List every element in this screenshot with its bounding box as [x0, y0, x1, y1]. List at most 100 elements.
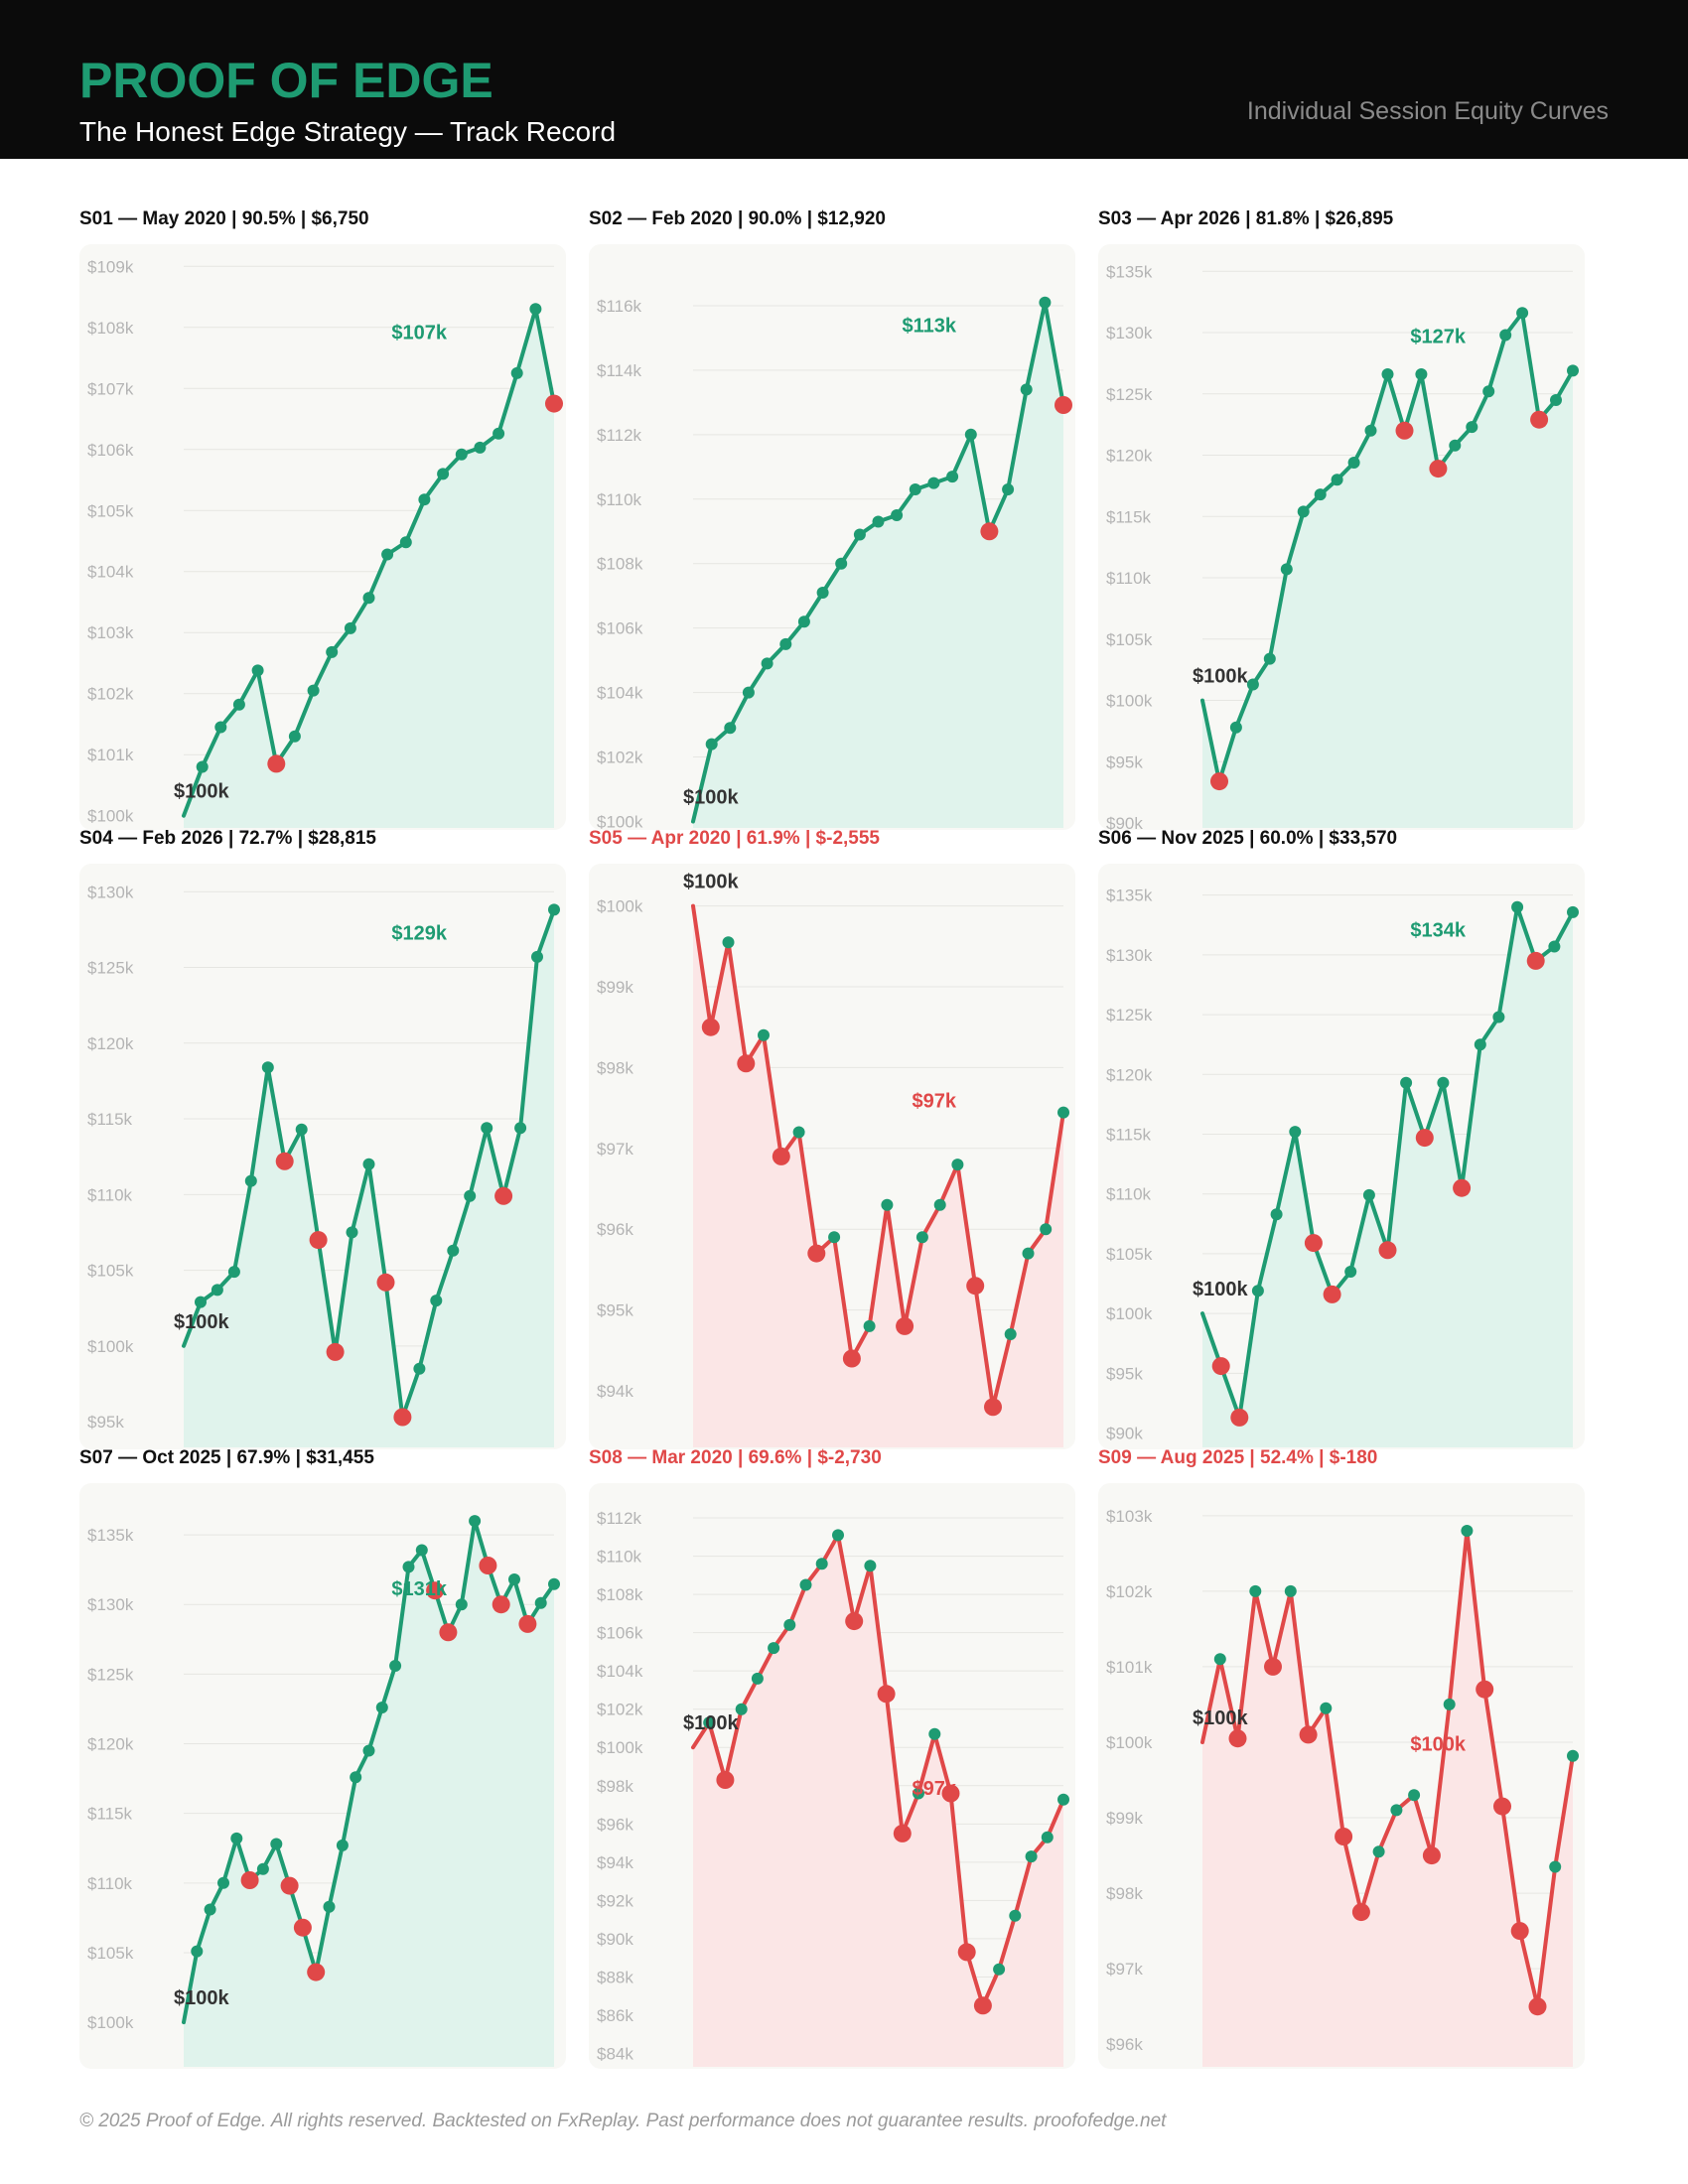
start-label-s09: $100k: [1193, 1707, 1248, 1729]
win-point: [534, 1596, 547, 1609]
win-point: [389, 1660, 402, 1672]
equity-area-s06: [1202, 906, 1573, 1447]
y-tick-label: $112k: [597, 1509, 642, 1528]
equity-chart-s03: $90k $95k $100k $105k $110k $115k $120k $125k $1…: [1106, 262, 1579, 830]
win-point: [1381, 368, 1394, 380]
end-label-s02: $113k: [902, 316, 956, 338]
y-tick-label: $92k: [597, 1891, 633, 1910]
win-point: [799, 1578, 812, 1591]
win-point: [1415, 368, 1428, 380]
win-point: [474, 441, 487, 454]
win-point: [783, 1618, 796, 1631]
chart-panel-s06: $90k $95k $100k $105k $110k $115k $120k $125k $1…: [1098, 864, 1585, 1449]
chart-panel-s09: $96k $97k $98k $99k $100k $101k $102k $103k $100…: [1098, 1483, 1585, 2069]
win-point: [1492, 1011, 1505, 1024]
loss-point: [973, 1996, 992, 2015]
win-point: [336, 1839, 349, 1851]
start-label-s03: $100k: [1193, 666, 1248, 688]
y-tick-label: $95k: [87, 1413, 124, 1432]
loss-point: [393, 1408, 412, 1427]
equity-chart-s06: $90k $95k $100k $105k $110k $115k $120k $125k $1…: [1106, 887, 1579, 1447]
equity-area-s01: [184, 309, 554, 828]
y-tick-label: $104k: [87, 563, 134, 582]
win-point: [872, 515, 885, 528]
win-point: [375, 1702, 388, 1713]
win-point: [751, 1672, 764, 1685]
equity-area-s02: [693, 302, 1063, 828]
y-tick-label: $115k: [1106, 507, 1152, 526]
loss-point: [980, 522, 999, 541]
y-tick-label: $102k: [597, 749, 643, 767]
win-point: [214, 721, 227, 734]
loss-point: [293, 1918, 312, 1937]
y-tick-label: $100k: [1106, 1733, 1153, 1752]
y-tick-label: $110k: [1106, 569, 1152, 588]
loss-point: [877, 1685, 896, 1704]
loss-point: [1526, 951, 1545, 970]
loss-point: [1378, 1241, 1397, 1260]
win-point: [261, 1061, 274, 1074]
win-point: [724, 722, 737, 735]
loss-point: [326, 1342, 345, 1361]
y-tick-label: $96k: [597, 1815, 633, 1834]
loss-point: [1211, 1357, 1230, 1376]
win-point: [217, 1876, 229, 1889]
win-point: [288, 730, 301, 743]
win-point: [362, 1744, 375, 1757]
loss-point: [966, 1277, 985, 1296]
win-point: [1040, 1223, 1053, 1236]
loss-point: [896, 1316, 914, 1335]
y-tick-label: $96k: [597, 1220, 633, 1239]
y-tick-label: $105k: [1106, 1245, 1153, 1264]
win-point: [1482, 385, 1495, 398]
win-point: [548, 903, 560, 916]
y-tick-label: $125k: [87, 959, 134, 978]
y-tick-label: $94k: [597, 1382, 633, 1401]
y-tick-label: $95k: [1106, 1364, 1143, 1383]
win-point: [832, 1529, 844, 1542]
win-point: [204, 1903, 216, 1916]
chart-panel-s03: $90k $95k $100k $105k $110k $115k $120k $125k $1…: [1098, 244, 1585, 830]
win-point: [1567, 1749, 1579, 1762]
win-point: [1344, 1266, 1357, 1278]
win-point: [1263, 652, 1276, 665]
equity-area-s07: [184, 1521, 554, 2067]
win-point: [1567, 905, 1579, 918]
start-label-s01: $100k: [174, 781, 229, 803]
win-point: [828, 1231, 841, 1244]
y-tick-label: $110k: [87, 1185, 133, 1204]
loss-point: [1528, 1997, 1547, 2016]
chart-title-s03: S03 — Apr 2026 | 81.8% | $26,895: [1098, 208, 1394, 229]
win-point: [350, 1771, 362, 1784]
win-point: [1314, 488, 1327, 501]
win-point: [1362, 1188, 1375, 1201]
y-tick-label: $112k: [597, 426, 642, 445]
loss-point: [1395, 421, 1414, 440]
loss-point: [439, 1623, 458, 1642]
equity-line-s05: [691, 903, 1065, 1410]
y-tick-label: $135k: [1106, 887, 1153, 905]
win-point: [415, 1544, 428, 1557]
win-point: [1022, 1247, 1035, 1260]
win-point: [1400, 1076, 1413, 1089]
win-point: [1550, 394, 1562, 406]
y-tick-label: $110k: [87, 1874, 133, 1893]
y-tick-label: $108k: [597, 555, 643, 574]
page-subtitle: The Honest Edge Strategy — Track Record: [79, 116, 617, 147]
equity-area-s03: [1202, 313, 1573, 828]
win-point: [1347, 457, 1360, 469]
loss-point: [1299, 1725, 1318, 1744]
loss-point: [1493, 1797, 1511, 1816]
win-point: [722, 936, 735, 949]
win-point: [758, 1028, 770, 1041]
y-tick-label: $104k: [597, 1662, 643, 1681]
win-point: [1270, 1208, 1283, 1221]
chart-title-s08: S08 — Mar 2020 | 69.6% | $-2,730: [589, 1447, 882, 1468]
win-point: [531, 950, 543, 963]
win-point: [346, 1226, 358, 1239]
win-point: [270, 1838, 283, 1850]
win-point: [1364, 424, 1377, 437]
loss-point: [893, 1824, 912, 1843]
y-tick-label: $125k: [1106, 1006, 1153, 1024]
loss-point: [1351, 1903, 1370, 1922]
